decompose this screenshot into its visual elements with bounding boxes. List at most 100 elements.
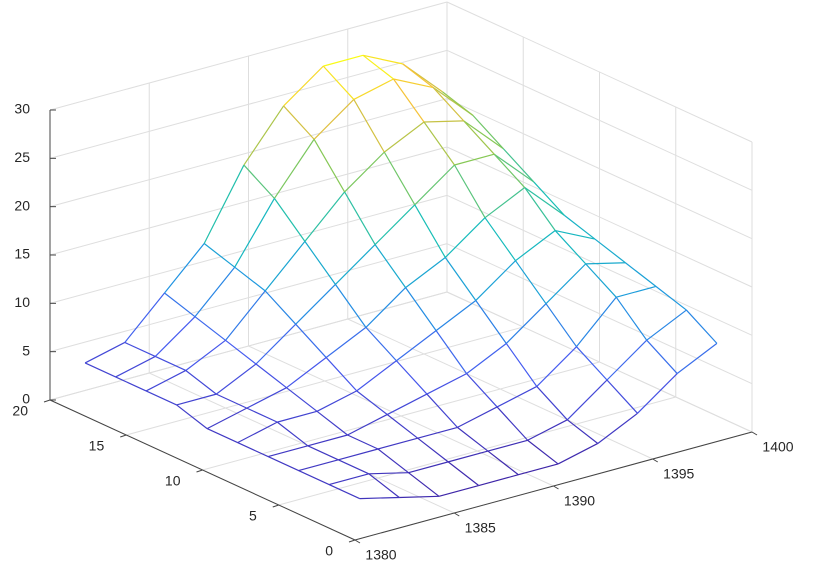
mesh-edge (353, 78, 394, 100)
mesh-edge (377, 448, 409, 474)
mesh-edge (347, 414, 388, 436)
mesh-edge (393, 78, 425, 123)
mesh-edge (185, 369, 217, 395)
mesh-edge (368, 472, 409, 475)
mesh-edge (463, 120, 504, 150)
z-tick-label: 15 (14, 246, 30, 262)
mesh-edge (478, 474, 519, 487)
mesh-edge (176, 404, 208, 430)
mesh-edge (566, 419, 599, 444)
mesh-edge (402, 63, 434, 89)
mesh-edge (448, 450, 489, 463)
mesh-edge (536, 386, 568, 421)
mesh-edge (368, 473, 400, 498)
mesh-edge (115, 376, 147, 392)
mesh-edge (545, 303, 577, 348)
mesh-edge (298, 470, 330, 486)
mesh-edge (264, 241, 306, 292)
mesh-edge (359, 496, 400, 500)
mesh-edge (325, 357, 358, 392)
mesh-edge (527, 419, 568, 441)
grid-line (49, 194, 448, 304)
mesh-edge (554, 230, 587, 265)
mesh-edge (276, 421, 309, 447)
mesh-edge (616, 285, 657, 298)
mesh-edge (344, 191, 376, 245)
grid-line (446, 194, 753, 336)
mesh-edge (555, 229, 596, 240)
mesh-edge (417, 437, 449, 463)
mesh-edge (524, 187, 565, 216)
y-tick-label: 15 (89, 438, 105, 454)
mesh-edge (496, 406, 529, 441)
mesh-edge (362, 54, 394, 80)
mesh-edge (286, 387, 318, 412)
grid-line (49, 1, 448, 111)
grid-line (49, 243, 448, 353)
mesh-edge (255, 323, 297, 365)
mesh-edge (625, 262, 657, 287)
mesh-edge (325, 326, 367, 359)
mesh-edge (536, 346, 577, 387)
grid-line (126, 326, 524, 436)
mesh-edge (124, 292, 165, 343)
mesh-edge (246, 407, 278, 423)
mesh-edge (564, 214, 596, 240)
y-tick (196, 469, 203, 473)
grid-line (278, 396, 676, 506)
mesh-edge (566, 379, 608, 421)
mesh-edge (426, 373, 467, 395)
mesh-edge (313, 99, 355, 140)
mesh-edge (273, 138, 315, 199)
mesh-edge (295, 323, 327, 358)
mesh-edge (393, 78, 434, 89)
mesh-edge (685, 309, 718, 344)
mesh-edge (496, 385, 538, 408)
mesh-edge (615, 296, 648, 341)
mesh-edge (338, 448, 379, 461)
x-tick (354, 539, 361, 544)
mesh-edge (304, 241, 336, 285)
mesh-edge (176, 393, 217, 406)
mesh-edge (396, 330, 437, 362)
mesh-edge (316, 390, 357, 412)
mesh-edge (447, 461, 480, 487)
y-tick (43, 399, 51, 403)
mesh-edge (383, 121, 425, 153)
grid-line (446, 291, 753, 433)
mesh-edge (154, 316, 196, 357)
grid-line (49, 291, 448, 401)
mesh-edge (423, 120, 464, 123)
y-tick (348, 539, 356, 543)
mesh-edge (438, 484, 479, 497)
mesh-edge (307, 445, 339, 461)
mesh-edge (475, 260, 516, 301)
mesh-edge (597, 412, 638, 444)
mesh-edge (124, 341, 156, 358)
mesh-edge (206, 428, 238, 444)
mesh-edge (374, 244, 407, 288)
mesh-edge (386, 393, 428, 416)
z-tick-label: 0 (22, 391, 30, 407)
mesh-edge (145, 390, 177, 406)
x-tick (453, 512, 460, 517)
mesh-edge (444, 257, 477, 301)
grid-line (49, 49, 448, 159)
z-tick-label: 30 (14, 101, 30, 117)
mesh-edge (466, 342, 507, 375)
mesh-edge (286, 357, 327, 389)
mesh-edge (386, 414, 419, 439)
mesh-edge (484, 187, 526, 219)
mesh-edge (442, 91, 474, 116)
mesh-edge (505, 303, 547, 344)
grid-line (446, 49, 753, 191)
mesh-edge (533, 181, 565, 216)
mesh-edge (255, 363, 287, 389)
mesh-edge (518, 463, 559, 476)
mesh-edge (414, 204, 446, 258)
mesh-edge (353, 99, 385, 153)
mesh-edge (237, 442, 269, 458)
mesh-edge (606, 379, 638, 414)
y-tick-label: 20 (12, 403, 28, 419)
mesh-edge (576, 346, 608, 381)
